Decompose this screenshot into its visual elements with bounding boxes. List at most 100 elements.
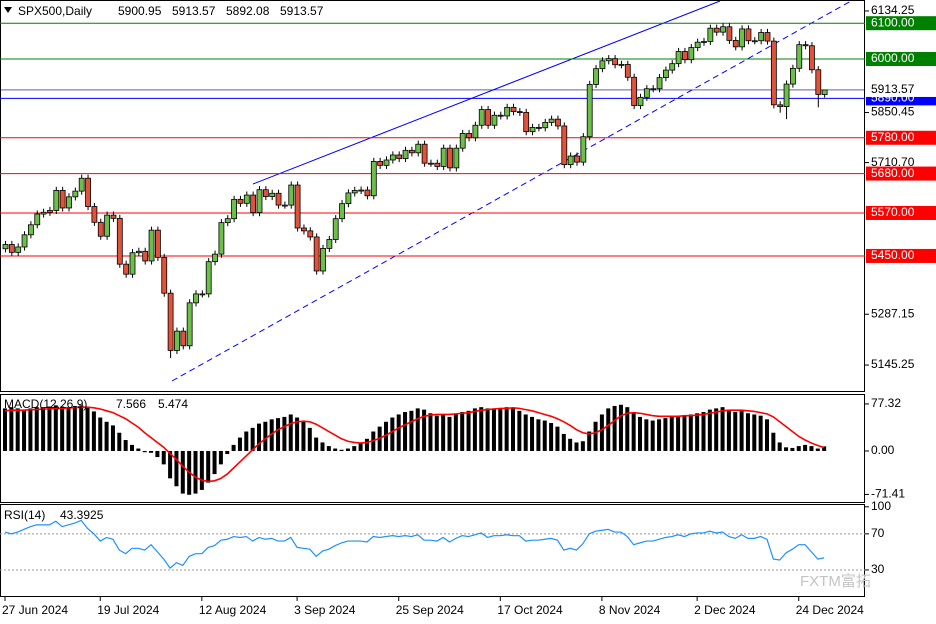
- macd-bar: [136, 448, 141, 451]
- macd-bar: [9, 407, 14, 451]
- macd-bar: [511, 408, 515, 451]
- candle-body: [434, 162, 441, 167]
- candle-body: [745, 28, 752, 42]
- y-tick-label: 30: [871, 562, 885, 576]
- candle-body: [281, 204, 288, 207]
- macd-bar: [28, 408, 33, 451]
- y-tick-label: 77.32: [871, 396, 901, 410]
- candle-body: [542, 121, 549, 129]
- candle-body: [821, 89, 828, 95]
- candle-body: [351, 190, 358, 194]
- candle-body: [631, 76, 638, 106]
- macd-signal-value: 5.474: [158, 397, 188, 411]
- candle-body: [408, 149, 415, 154]
- x-tick-label: 12 Aug 2024: [199, 603, 267, 617]
- macd-bar: [225, 450, 230, 455]
- candle-body: [345, 192, 352, 205]
- macd-bar: [472, 408, 477, 451]
- candle-body: [466, 133, 472, 139]
- candle-body: [548, 118, 555, 123]
- y-tick-label: -71.41: [871, 487, 905, 501]
- y-tick-label: 5287.15: [871, 306, 915, 320]
- macd-bar: [485, 408, 490, 451]
- candle-body: [15, 246, 22, 253]
- candle-body: [307, 230, 314, 238]
- candle-body: [148, 229, 155, 262]
- last-price-box: [866, 82, 936, 97]
- macd-bar: [796, 446, 801, 451]
- menu-arrow: [4, 7, 12, 13]
- level-label: 5780.00: [871, 130, 915, 144]
- macd-bar: [34, 407, 39, 451]
- candle-body: [637, 96, 644, 106]
- x-tick-label: 2 Dec 2024: [694, 603, 756, 617]
- candle-body: [478, 109, 485, 126]
- macd-bar: [676, 415, 681, 451]
- macd-bar: [244, 431, 249, 451]
- candle-body: [491, 114, 498, 126]
- macd-bar: [257, 423, 261, 451]
- macd-bar: [142, 450, 147, 453]
- candle-body: [110, 214, 117, 219]
- channel-lower: [171, 0, 852, 382]
- macd-bar: [542, 420, 547, 451]
- candle-body: [529, 126, 536, 133]
- candle-body: [675, 51, 682, 65]
- channel-upper: [252, 0, 721, 185]
- macd-bar: [288, 414, 293, 451]
- candle-body: [27, 224, 34, 236]
- candle-body: [186, 302, 193, 347]
- candle-body: [85, 177, 91, 207]
- candle-body: [370, 161, 377, 197]
- macd-bar: [441, 414, 446, 451]
- candle-body: [212, 253, 218, 263]
- macd-bar: [784, 447, 789, 451]
- macd-bar: [739, 410, 744, 451]
- macd-bar: [460, 412, 465, 451]
- y-tick-label: 6134.25: [871, 3, 915, 17]
- rsi-title: RSI(14): [4, 508, 45, 522]
- candle-body: [720, 26, 726, 33]
- candle-body: [726, 26, 733, 41]
- candle-body: [72, 190, 79, 198]
- candle-body: [701, 41, 707, 43]
- macd-bar: [638, 416, 642, 451]
- candle-body: [116, 217, 123, 265]
- candle-body: [663, 69, 669, 79]
- macd-bar: [98, 417, 103, 451]
- candle-body: [358, 189, 365, 192]
- y-tick-label: 70: [871, 526, 885, 540]
- macd-bar: [282, 416, 287, 451]
- macd-bar: [231, 444, 236, 451]
- y-tick-label: 5710.70: [871, 155, 915, 169]
- candle-body: [383, 159, 390, 166]
- candle-body: [536, 126, 542, 129]
- candle-body: [669, 63, 676, 71]
- candle-body: [256, 189, 263, 214]
- macd-bar: [269, 419, 274, 451]
- macd-bar: [104, 421, 109, 451]
- candle-body: [783, 83, 790, 108]
- macd-bar: [180, 450, 185, 494]
- macd-bar: [504, 407, 509, 451]
- candle-body: [205, 261, 212, 295]
- candle-body: [421, 143, 428, 164]
- candle-body: [459, 133, 466, 149]
- signal-line: [4, 406, 825, 483]
- macd-bar: [479, 407, 484, 451]
- level-label: 5570.00: [871, 205, 915, 219]
- macd-bar: [384, 421, 388, 451]
- macd-bar: [22, 409, 27, 451]
- macd-bar: [663, 418, 668, 451]
- candle-body: [809, 45, 815, 71]
- candle-body: [688, 47, 695, 61]
- x-tick-label: 3 Sep 2024: [294, 603, 356, 617]
- macd-bar: [752, 414, 757, 451]
- candle-body: [2, 244, 9, 250]
- macd-bar: [364, 438, 369, 451]
- candle-body: [593, 68, 599, 85]
- macd-bar: [60, 406, 65, 451]
- level-label: 6100.00: [871, 15, 915, 29]
- ohlc-close: 5913.57: [280, 4, 324, 18]
- candle-body: [650, 88, 657, 91]
